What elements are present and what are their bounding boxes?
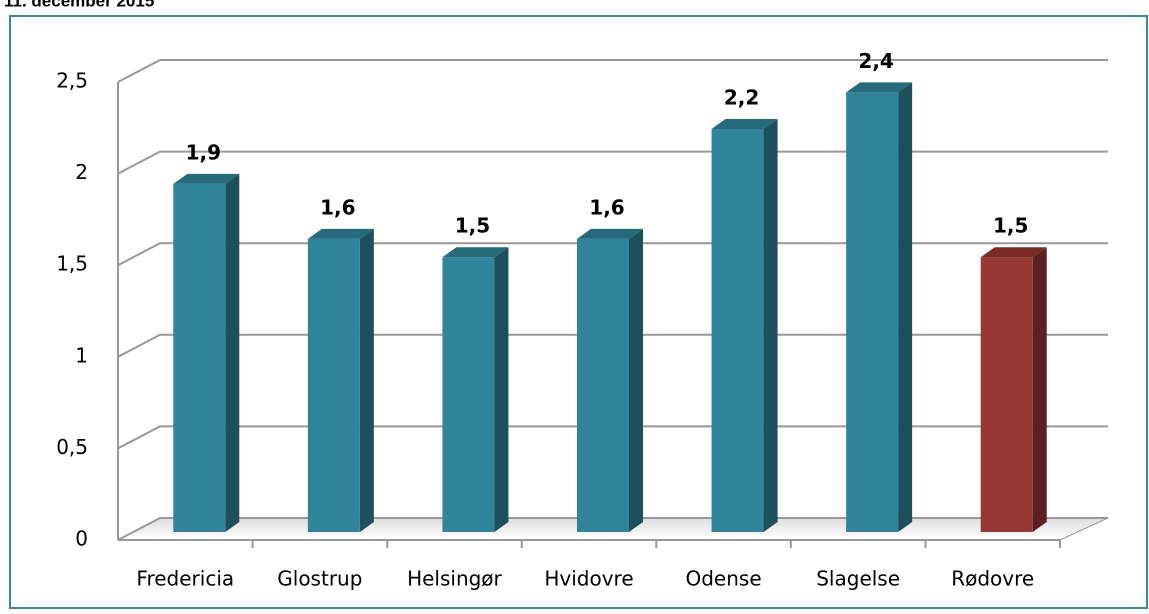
data-label: 1,5 bbox=[993, 214, 1028, 238]
x-tick-label: Odense bbox=[685, 567, 761, 591]
x-tick-label: Rødovre bbox=[951, 567, 1034, 591]
bar-side bbox=[359, 228, 374, 532]
bar bbox=[442, 247, 509, 532]
x-tick-label: Fredericia bbox=[136, 567, 234, 591]
y-tick-label: 0,5 bbox=[56, 435, 88, 459]
bar bbox=[846, 82, 913, 532]
grid-line bbox=[117, 242, 1108, 267]
data-label: 2,2 bbox=[724, 85, 759, 109]
bar-side bbox=[494, 247, 509, 532]
data-label: 2,4 bbox=[858, 49, 893, 73]
bar-top bbox=[442, 247, 509, 258]
y-tick-label: 1,5 bbox=[56, 252, 88, 276]
bar-front bbox=[980, 257, 1033, 532]
bar bbox=[173, 173, 240, 533]
x-tick-label: Glostrup bbox=[277, 567, 362, 591]
bar-front bbox=[577, 238, 629, 532]
data-label: 1,9 bbox=[186, 140, 221, 164]
grid-line bbox=[117, 425, 1108, 450]
bar-top bbox=[711, 118, 778, 129]
bar-top bbox=[577, 228, 643, 239]
bar-side bbox=[1032, 247, 1047, 532]
bar bbox=[980, 247, 1047, 532]
bar-side bbox=[629, 228, 643, 532]
data-label: 1,6 bbox=[589, 195, 624, 219]
y-tick-label: 0 bbox=[75, 527, 88, 551]
bar-side bbox=[763, 118, 778, 533]
bar-top bbox=[173, 173, 240, 184]
bar bbox=[577, 228, 643, 532]
bar-front bbox=[442, 257, 495, 532]
grid-line bbox=[117, 59, 1108, 83]
x-tick-label: Hvidovre bbox=[544, 567, 633, 591]
grid-line bbox=[117, 150, 1108, 175]
bar-top bbox=[307, 228, 374, 239]
bar-side bbox=[898, 82, 913, 532]
bar-front bbox=[173, 183, 226, 533]
bar-top bbox=[980, 247, 1047, 258]
data-label: 1,5 bbox=[455, 214, 490, 238]
data-label: 1,6 bbox=[320, 195, 355, 219]
grid-line bbox=[117, 517, 1108, 541]
bar bbox=[307, 228, 374, 532]
x-tick-label: Helsingør bbox=[407, 567, 502, 591]
grid-line bbox=[117, 333, 1108, 358]
x-tick-label: Slagelse bbox=[816, 567, 900, 591]
bar bbox=[711, 118, 778, 533]
bar-side bbox=[225, 173, 240, 533]
bar-top bbox=[846, 82, 913, 93]
bar-front bbox=[307, 238, 360, 532]
bar-front bbox=[846, 92, 899, 532]
bar-front bbox=[711, 128, 764, 532]
chart-title: 11. december 2015 bbox=[4, 0, 154, 10]
y-tick-label: 2,5 bbox=[56, 69, 88, 93]
y-tick-label: 2 bbox=[75, 160, 88, 184]
y-tick-label: 1 bbox=[75, 343, 88, 367]
